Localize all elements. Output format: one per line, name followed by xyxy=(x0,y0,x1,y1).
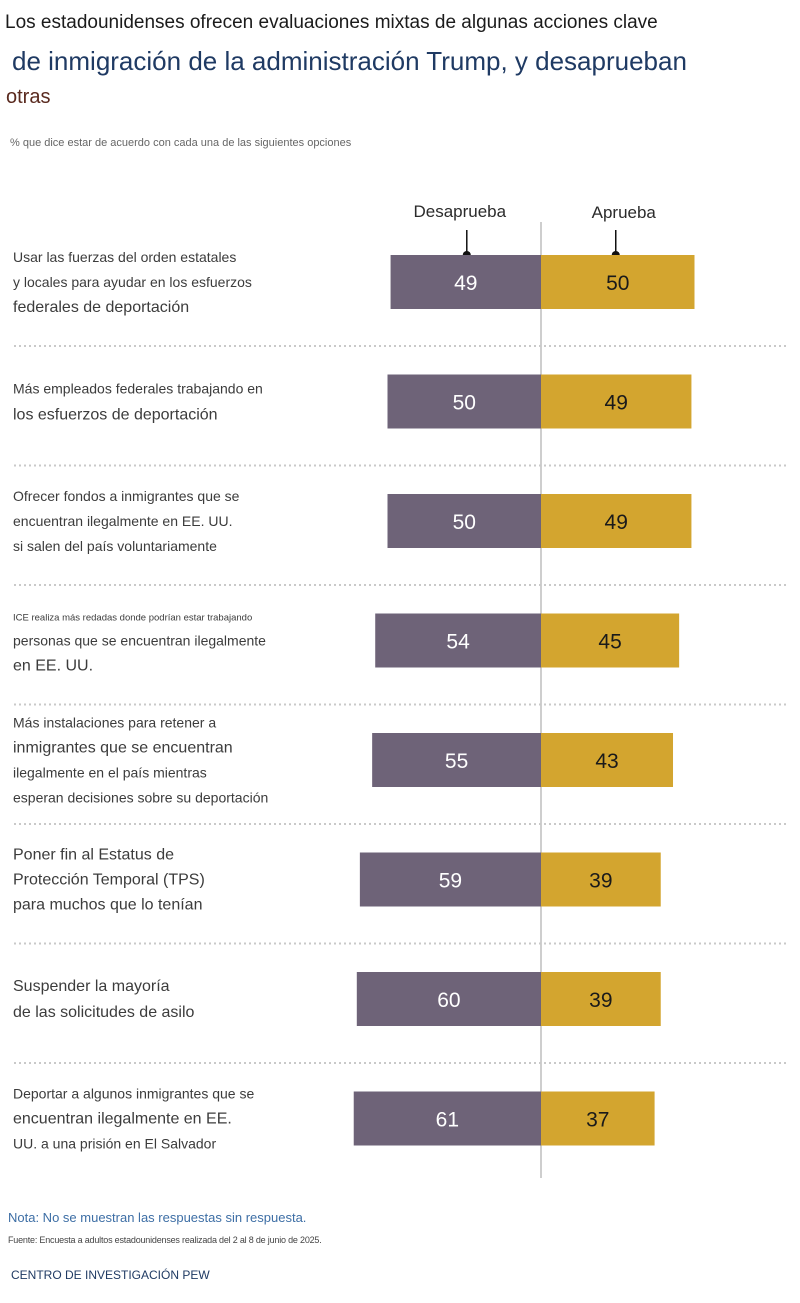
data-label-disapprove: 61 xyxy=(436,1109,459,1132)
bar-approve xyxy=(541,852,661,907)
category-label-line: Más instalaciones para retener a xyxy=(13,715,216,731)
chart-title-line-1: Los estadounidenses ofrecen evaluaciones… xyxy=(5,12,658,33)
data-label-approve: 49 xyxy=(605,511,628,534)
category-label-line: esperan decisiones sobre su deportación xyxy=(13,790,268,806)
category-label-line: Usar las fuerzas del orden estatales xyxy=(13,249,236,265)
bar-disapprove xyxy=(359,852,541,907)
category-label-line: si salen del país voluntariamente xyxy=(13,538,217,554)
category-label-line: federales de deportación xyxy=(13,299,189,316)
bar-disapprove xyxy=(375,613,541,668)
data-label-approve: 50 xyxy=(606,272,629,295)
category-label-line: en EE. UU. xyxy=(13,658,93,675)
data-label-disapprove: 55 xyxy=(445,750,468,773)
data-label-disapprove: 54 xyxy=(446,631,470,654)
data-label-disapprove: 50 xyxy=(453,511,476,534)
chart-note: Nota: No se muestran las respuestas sin … xyxy=(8,1210,307,1225)
category-label-line: de las solicitudes de asilo xyxy=(13,1004,195,1021)
brand-label: CENTRO DE INVESTIGACIÓN PEW xyxy=(11,1268,210,1282)
data-label-disapprove: 59 xyxy=(439,870,462,893)
data-label-approve: 49 xyxy=(605,392,628,415)
data-label-approve: 45 xyxy=(598,631,621,654)
bar-disapprove xyxy=(353,1091,541,1146)
data-label-disapprove: 60 xyxy=(437,989,460,1012)
legend-label-approve: Aprueba xyxy=(592,203,657,222)
data-label-approve: 39 xyxy=(589,989,612,1012)
category-label-line: Protección Temporal (TPS) xyxy=(13,872,205,889)
bar-approve xyxy=(541,733,674,787)
bar-approve xyxy=(541,1091,655,1146)
category-label-line: Poner fin al Estatus de xyxy=(13,847,174,864)
data-label-approve: 39 xyxy=(589,870,612,893)
category-label-line: y locales para ayudar en los esfuerzos xyxy=(13,274,252,290)
chart-source: Fuente: Encuesta a adultos estadounidens… xyxy=(8,1235,322,1245)
bar-disapprove xyxy=(390,255,541,309)
category-label-line: encuentran ilegalmente en EE. xyxy=(13,1111,232,1128)
category-label-line: ICE realiza más redadas donde podrían es… xyxy=(13,613,252,624)
bar-disapprove xyxy=(387,494,541,548)
category-label-line: Suspender la mayoría xyxy=(13,978,170,995)
bar-approve xyxy=(541,972,661,1026)
category-label-line: para muchos que lo tenían xyxy=(13,897,202,914)
category-label-line: UU. a una prisión en El Salvador xyxy=(13,1136,216,1152)
bar-disapprove xyxy=(372,733,541,787)
chart-title-line-3: otras xyxy=(6,86,51,108)
category-label-line: ilegalmente en el país mientras xyxy=(13,765,207,781)
category-label-line: Más empleados federales trabajando en xyxy=(13,381,263,397)
category-label-line: Deportar a algunos inmigrantes que se xyxy=(13,1086,254,1102)
data-label-approve: 43 xyxy=(595,750,618,773)
bar-approve xyxy=(541,255,695,309)
category-label-line: personas que se encuentran ilegalmente xyxy=(13,633,266,649)
category-label-line: inmigrantes que se encuentran xyxy=(13,740,233,757)
bar-disapprove xyxy=(356,972,541,1026)
data-label-disapprove: 49 xyxy=(454,272,477,295)
chart-title-line-2: de inmigración de la administración Trum… xyxy=(12,46,687,76)
legend-label-disapprove: Desaprueba xyxy=(413,202,506,221)
bar-approve xyxy=(541,613,680,668)
data-label-disapprove: 50 xyxy=(453,392,476,415)
bar-approve xyxy=(541,494,692,548)
category-label-line: los esfuerzos de deportación xyxy=(13,407,218,424)
diverging-bar-chart: Desaprueba Aprueba 49 50 Usar las fuerzas de… xyxy=(13,202,786,1178)
category-label-line: Ofrecer fondos a inmigrantes que se xyxy=(13,488,240,504)
bar-approve xyxy=(541,374,692,429)
chart-subtitle: % que dice estar de acuerdo con cada una… xyxy=(10,137,352,149)
category-label-line: encuentran ilegalmente en EE. UU. xyxy=(13,513,232,529)
bar-disapprove xyxy=(387,374,541,429)
data-label-approve: 37 xyxy=(586,1109,609,1132)
